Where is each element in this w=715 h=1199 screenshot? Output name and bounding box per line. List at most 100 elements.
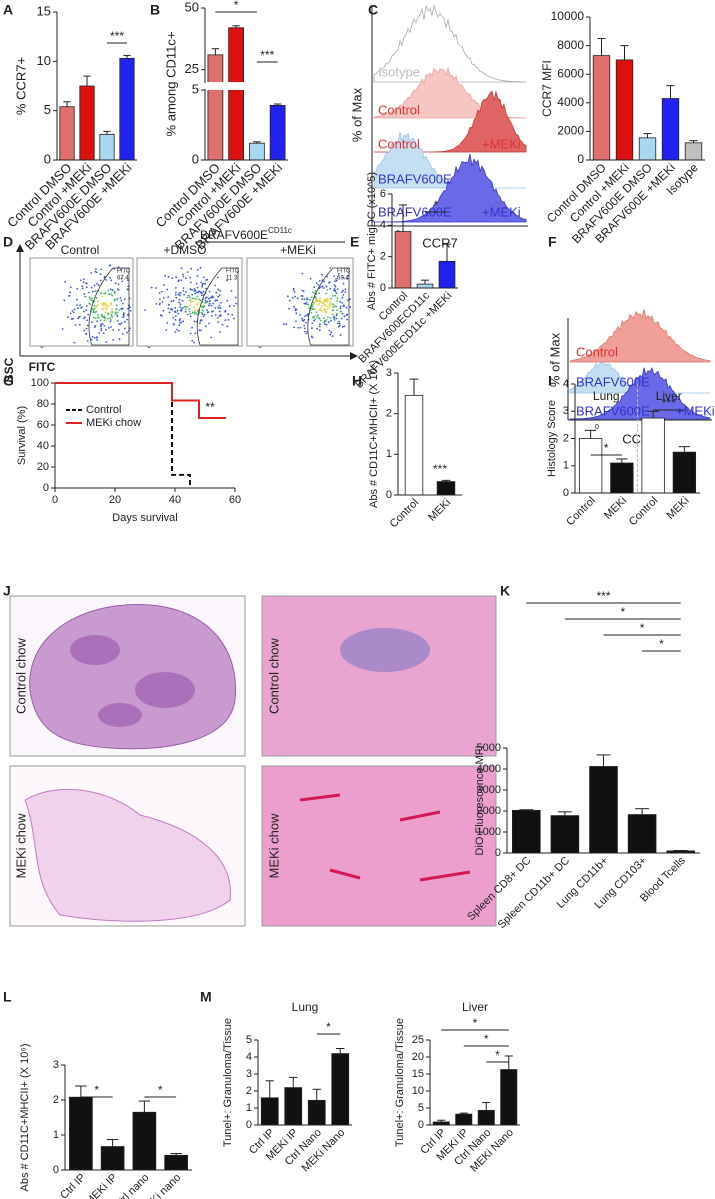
- scatter-dot: [333, 305, 336, 307]
- scatter-dot: [119, 297, 122, 299]
- scatter-dot: [309, 277, 312, 280]
- genotype-label: BRAFV600ECD11c: [200, 226, 292, 242]
- y-axis-label: Abs # FITC+ migDC (x10^5): [366, 172, 378, 310]
- scatter-dot: [216, 317, 219, 319]
- scatter-dot: [328, 321, 330, 324]
- scatter-dot: [336, 288, 339, 291]
- scatter-dot: [195, 291, 198, 294]
- scatter-dot: [90, 286, 93, 289]
- scatter-dot: [194, 289, 197, 292]
- y-tick-label: 15: [412, 1068, 424, 1080]
- bar: [672, 451, 697, 494]
- bar: [500, 1069, 518, 1126]
- scatter-dot: [111, 308, 113, 310]
- scatter-dot: [87, 313, 90, 316]
- scatter-dot: [323, 310, 326, 313]
- scatter-dot: [196, 286, 199, 289]
- scatter-dot: [299, 326, 302, 329]
- scatter-dot: [91, 290, 94, 293]
- scatter-dot: [189, 315, 192, 318]
- axis-break: [199, 82, 290, 90]
- scatter-dot: [305, 301, 308, 304]
- scatter-dot: [217, 307, 220, 309]
- scatter-dot: [303, 298, 306, 300]
- panel-letter: I: [548, 373, 552, 389]
- scatter-dot: [105, 279, 107, 281]
- scatter-dot: [107, 327, 110, 329]
- scatter-dot: [336, 299, 339, 302]
- scatter-dot: [181, 299, 184, 302]
- scatter-dot: [162, 309, 165, 312]
- scatter-dot: [109, 276, 112, 279]
- y-tick-label: 3: [246, 1068, 252, 1080]
- scatter-dot: [78, 323, 81, 326]
- scatter-dot: [194, 292, 196, 295]
- scatter-dot: [191, 312, 194, 314]
- panel-letter: G: [3, 373, 14, 389]
- gate-label: FITC: [337, 269, 351, 275]
- bar: [269, 105, 286, 161]
- scatter-dot: [301, 272, 304, 275]
- scatter-dot: [208, 300, 211, 303]
- scatter-dot: [114, 282, 117, 285]
- scatter-dot: [191, 326, 194, 329]
- scatter-dot: [315, 316, 318, 318]
- scatter-dot: [107, 317, 109, 320]
- scatter-dot: [193, 297, 195, 300]
- y-tick-label: 10: [412, 1085, 424, 1097]
- scatter-dot: [95, 310, 98, 313]
- scatter-dot: [315, 311, 318, 314]
- x-tick-label: Ctrl IP: [58, 1172, 88, 1199]
- significance: *: [640, 621, 645, 635]
- scatter-dot: [110, 303, 112, 305]
- genotype: BRAFV600E: [200, 228, 268, 242]
- scatter-dot: [117, 329, 120, 331]
- histogram: [373, 4, 527, 83]
- scatter-dot: [327, 316, 329, 318]
- scatter-dot: [343, 315, 346, 318]
- y-tick-label: 4: [563, 378, 569, 390]
- y-tick-label: 0: [246, 1119, 252, 1131]
- scatter-dot: [324, 323, 326, 325]
- scatter-dot: [158, 303, 161, 306]
- arrow-head: [350, 352, 358, 360]
- scatter-dot: [341, 326, 344, 328]
- scatter-dot: [214, 307, 217, 309]
- line-chart: 0 20 40 60 80 100 Survival (%) 0 20 40 60 Days surv…: [16, 377, 241, 524]
- scatter-dot: [110, 315, 113, 317]
- y-tick-label: 0: [43, 482, 49, 494]
- scatter-dot: [189, 332, 192, 335]
- x-axis-label: Days survival: [112, 512, 177, 524]
- scatter-dot: [301, 317, 303, 320]
- scatter-dot: [320, 273, 323, 276]
- panel-letter: D: [3, 234, 13, 250]
- scatter-dot: [196, 275, 199, 277]
- scatter-dot: [200, 329, 203, 332]
- scatter-dot: [224, 309, 227, 312]
- scatter-dot: [103, 316, 105, 318]
- scatter-dot: [195, 298, 198, 301]
- scatter-dot: [334, 290, 337, 293]
- bar: [416, 283, 434, 289]
- scatter-dot: [110, 279, 113, 282]
- significance: *: [620, 605, 625, 619]
- scatter-dot: [219, 310, 221, 313]
- scatter-dot: [202, 315, 205, 318]
- scatter-dot: [105, 341, 108, 343]
- scatter-dot: [295, 312, 298, 315]
- scatter-dot: [339, 305, 342, 308]
- scatter-dot: [313, 286, 316, 289]
- scatter-dot: [85, 305, 88, 307]
- scatter-dot: [73, 341, 76, 344]
- scatter-dot: [311, 305, 314, 308]
- scatter-dot: [115, 304, 118, 307]
- scatter-dot: [85, 332, 88, 335]
- scatter-dot: [119, 323, 122, 325]
- scatter-dot: [155, 287, 157, 289]
- scatter-dot: [198, 298, 201, 301]
- scatter-dot: [318, 302, 321, 305]
- scatter-dot: [326, 301, 329, 303]
- scatter-dot: [206, 309, 208, 312]
- scatter-dot: [175, 276, 178, 279]
- scatter-dot: [171, 277, 174, 279]
